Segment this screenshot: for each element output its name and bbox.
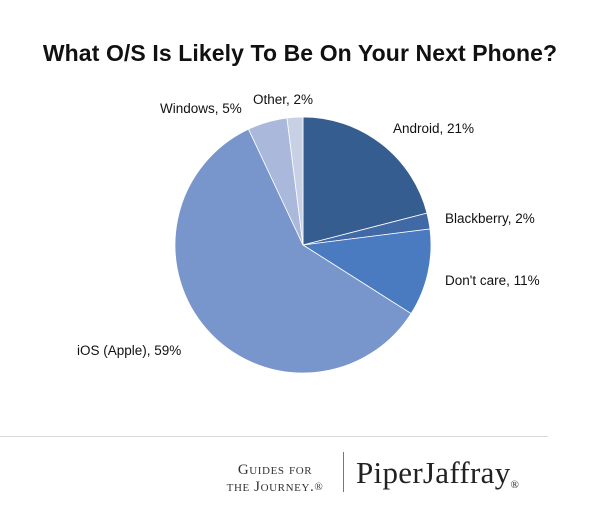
data-label-blackberry: Blackberry, 2% [445,211,535,226]
data-label-android: Android, 21% [393,121,474,136]
tagline: Guides for the Journey.® [220,462,330,496]
tagline-line-1: Guides for [237,462,313,478]
footer-divider [0,436,548,437]
pie-slice-other [286,116,304,246]
tagline-line-2: the Journey. [226,479,315,495]
data-label-other: Other, 2% [253,92,313,107]
data-label-ios-apple: iOS (Apple), 59% [77,343,181,358]
tagline-registered-mark: ® [314,481,324,493]
chart-title: What O/S Is Likely To Be On Your Next Ph… [42,40,558,66]
logo-separator [343,452,344,492]
pie-slice-android [302,116,428,246]
data-label-don-t-care: Don't care, 11% [445,273,540,288]
pie-chart: Android, 21% Blackberry, 2% Don't care, 11… [77,92,540,374]
pie-slice-ios-apple [174,128,412,374]
brand-name: PiperJaffray [356,455,511,490]
pie-slice-don-t-care [301,228,432,315]
brand-registered-mark: ® [510,479,520,491]
data-label-windows: Windows, 5% [160,101,242,116]
brand-logo: PiperJaffray® [356,455,519,491]
